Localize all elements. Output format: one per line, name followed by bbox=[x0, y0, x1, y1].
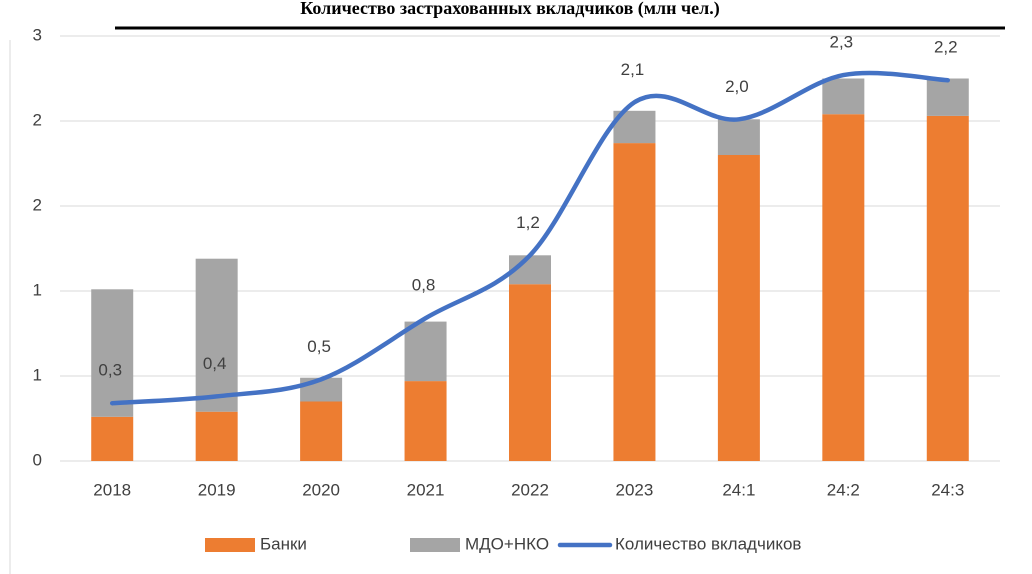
bar-segment bbox=[822, 114, 865, 461]
bar-segment bbox=[509, 284, 551, 461]
bar-segment bbox=[195, 258, 238, 412]
x-tick-label: 2022 bbox=[511, 480, 549, 499]
x-tick-label: 2021 bbox=[407, 480, 445, 499]
legend-swatch bbox=[205, 538, 255, 552]
y-tick-label: 2 bbox=[33, 110, 42, 129]
data-label: 2,3 bbox=[830, 33, 854, 52]
data-label: 0,4 bbox=[203, 354, 227, 373]
bar-segment bbox=[91, 416, 134, 461]
data-label: 2,2 bbox=[934, 38, 958, 57]
bar-segment bbox=[717, 119, 760, 155]
line bbox=[109, 70, 951, 406]
bar-segment bbox=[300, 401, 343, 461]
data-label: 0,8 bbox=[412, 276, 436, 295]
bar-segment bbox=[613, 143, 656, 461]
data-label: 2,1 bbox=[621, 60, 645, 79]
y-tick-label: 2 bbox=[33, 195, 42, 214]
x-tick-label: 2018 bbox=[93, 480, 131, 499]
chart-title: Количество застрахованных вкладчиков (мл… bbox=[300, 0, 720, 19]
x-tick-label: 24:3 bbox=[931, 480, 964, 499]
data-label: 0,5 bbox=[307, 337, 331, 356]
x-tick-label: 2019 bbox=[198, 480, 236, 499]
bar-segment bbox=[404, 381, 447, 461]
data-label: 1,2 bbox=[516, 213, 540, 232]
x-tick-label: 24:2 bbox=[827, 480, 860, 499]
data-label: 0,3 bbox=[98, 361, 122, 380]
y-tick-label: 1 bbox=[33, 280, 42, 299]
legend-label: Количество вкладчиков bbox=[615, 534, 801, 553]
y-tick-label: 0 bbox=[33, 450, 42, 469]
bar-segment bbox=[404, 321, 447, 382]
data-label: 2,0 bbox=[725, 77, 749, 96]
bar-segment bbox=[822, 78, 865, 115]
bar-segment bbox=[195, 411, 238, 461]
bar-segment bbox=[91, 289, 134, 417]
bar-segment bbox=[926, 78, 969, 116]
bar-segment bbox=[926, 115, 969, 462]
bar-segment bbox=[717, 155, 760, 461]
x-tick-label: 2023 bbox=[616, 480, 654, 499]
legend-label: Банки bbox=[260, 534, 307, 553]
x-tick-label: 24:1 bbox=[722, 480, 755, 499]
y-tick-label: 1 bbox=[33, 365, 42, 384]
x-tick-label: 2020 bbox=[302, 480, 340, 499]
legend-swatch bbox=[410, 538, 460, 552]
y-tick-label: 3 bbox=[33, 25, 42, 44]
legend-label: МДО+НКО bbox=[465, 534, 549, 553]
